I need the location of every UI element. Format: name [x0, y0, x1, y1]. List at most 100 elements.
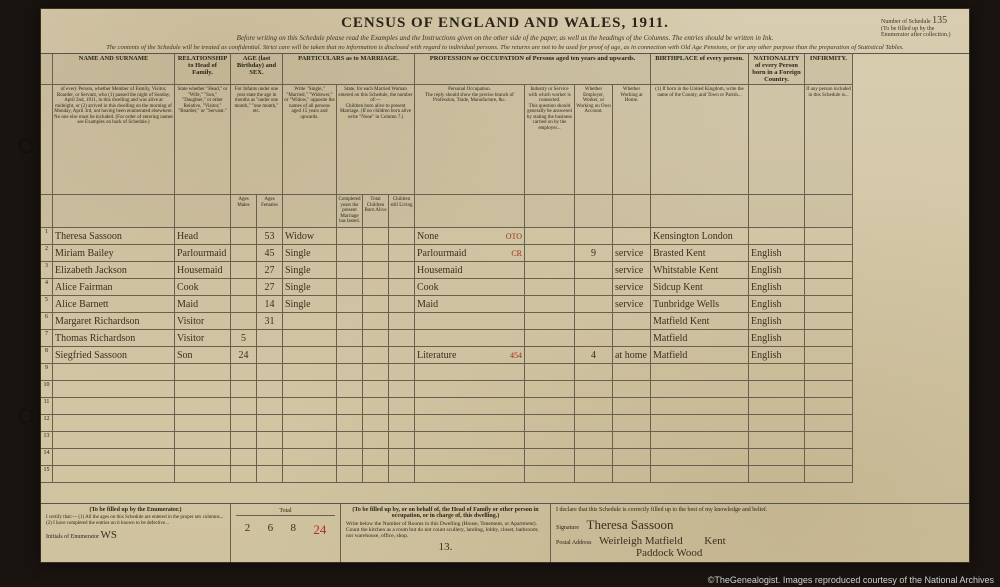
- row-number: 12: [41, 415, 53, 432]
- punch-hole: [19, 409, 33, 423]
- totals-box: Total 2 6 8 24: [231, 504, 341, 562]
- cell-relationship: Housemaid: [175, 262, 231, 279]
- cell-years-married: [337, 296, 363, 313]
- sub-cl: Children still Living: [389, 195, 415, 228]
- census-page: Number of Schedule 135 (To be filled up …: [40, 8, 970, 563]
- empty-cell: [805, 449, 853, 466]
- cell-birthplace: Tunbridge Wells: [651, 296, 749, 313]
- cell-birthplace: Whitstable Kent: [651, 262, 749, 279]
- empty-cell: [613, 466, 651, 483]
- declaration: I declare that this Schedule is correctl…: [556, 507, 964, 513]
- instruction-2: The contents of the Schedule will be tre…: [51, 44, 959, 51]
- cell-age-female: 31: [257, 313, 283, 330]
- cell-years-married: [337, 330, 363, 347]
- empty-cell: [337, 364, 363, 381]
- rooms-label: Write below the Number of Rooms in this …: [346, 521, 545, 539]
- total-persons: 8: [290, 522, 296, 538]
- census-title: CENSUS OF ENGLAND AND WALES, 1911.: [51, 15, 959, 32]
- cell-children-total: [363, 262, 389, 279]
- cell-occupation: Parlourmaid CR: [415, 245, 525, 262]
- cell-name: Thomas Richardson: [53, 330, 175, 347]
- sub-inf: [805, 195, 853, 228]
- cell-children-total: [363, 330, 389, 347]
- empty-cell: [231, 364, 257, 381]
- cell-relationship: Cook: [175, 279, 231, 296]
- cell-name: Alice Fairman: [53, 279, 175, 296]
- cell-nationality: English: [749, 262, 805, 279]
- enum-note: (To be filled up by the Enumerator.): [46, 507, 225, 513]
- empty-cell: [53, 364, 175, 381]
- empty-cell: [613, 449, 651, 466]
- cell-worker-status: 4: [575, 347, 613, 364]
- cell-children-total: [363, 313, 389, 330]
- empty-cell: [257, 381, 283, 398]
- empty-cell: [749, 415, 805, 432]
- empty-cell: [613, 381, 651, 398]
- desc-age: For Infants under one year state the age…: [231, 85, 283, 195]
- empty-cell: [389, 449, 415, 466]
- cell-age-male: [231, 228, 257, 245]
- cell-industry: [525, 330, 575, 347]
- cell-industry: [525, 313, 575, 330]
- cell-relationship: Head: [175, 228, 231, 245]
- rooms-box: (To be filled up by, or on behalf of, th…: [341, 504, 551, 562]
- empty-cell: [613, 398, 651, 415]
- empty-cell: [363, 415, 389, 432]
- cell-birthplace: Matfield Kent: [651, 313, 749, 330]
- col-relationship: RELATIONSHIP to Head of Family.: [175, 54, 231, 85]
- col-birthplace: BIRTHPLACE of every person.: [651, 54, 749, 85]
- empty-cell: [749, 466, 805, 483]
- empty-cell: [575, 381, 613, 398]
- empty-cell: [651, 466, 749, 483]
- empty-cell: [613, 415, 651, 432]
- cell-children-total: [363, 228, 389, 245]
- cell-infirmity: [805, 279, 853, 296]
- cell-name: Alice Barnett: [53, 296, 175, 313]
- empty-cell: [651, 432, 749, 449]
- cell-age-male: [231, 245, 257, 262]
- cell-name: Miriam Bailey: [53, 245, 175, 262]
- cell-age-male: [231, 296, 257, 313]
- empty-cell: [337, 381, 363, 398]
- desc-personal-occ: Personal Occupation. The reply should sh…: [415, 85, 525, 195]
- empty-cell: [53, 466, 175, 483]
- census-data-rows: 1Theresa SassoonHead53WidowNone OTOKensi…: [41, 228, 969, 483]
- empty-cell: [389, 415, 415, 432]
- cell-infirmity: [805, 228, 853, 245]
- cell-marital: Single: [283, 262, 337, 279]
- census-grid: NAME AND SURNAME RELATIONSHIP to Head of…: [41, 54, 969, 228]
- cell-marital: [283, 347, 337, 364]
- empty-cell: [575, 415, 613, 432]
- sub-nat: [749, 195, 805, 228]
- desc-rel: State whether "Head," or "Wife," "Son," …: [175, 85, 231, 195]
- sub-ind: [525, 195, 575, 228]
- cell-years-married: [337, 245, 363, 262]
- empty-cell: [53, 432, 175, 449]
- empty-cell: [415, 432, 525, 449]
- cell-marital: [283, 313, 337, 330]
- sub-rel: [175, 195, 231, 228]
- empty-cell: [337, 466, 363, 483]
- col-name: NAME AND SURNAME: [53, 54, 175, 85]
- signature: Theresa Sassoon: [587, 517, 674, 532]
- empty-cell: [175, 466, 231, 483]
- cell-relationship: Visitor: [175, 330, 231, 347]
- empty-cell: [415, 398, 525, 415]
- signature-box: I declare that this Schedule is correctl…: [551, 504, 969, 562]
- row-number: 13: [41, 432, 53, 449]
- cell-age-male: [231, 279, 257, 296]
- row-number: 15: [41, 466, 53, 483]
- empty-cell: [651, 415, 749, 432]
- page-footer: (To be filled up by the Enumerator.) I c…: [41, 503, 969, 562]
- cell-birthplace: Brasted Kent: [651, 245, 749, 262]
- empty-cell: [257, 432, 283, 449]
- cell-marital: Widow: [283, 228, 337, 245]
- industry-h: Industry or Service with which worker is…: [526, 87, 573, 104]
- cell-relationship: Parlourmaid: [175, 245, 231, 262]
- cell-birthplace: Matfield: [651, 330, 749, 347]
- empty-cell: [525, 415, 575, 432]
- empty-cell: [53, 449, 175, 466]
- row-number: 7: [41, 330, 53, 347]
- cell-infirmity: [805, 347, 853, 364]
- empty-cell: [525, 466, 575, 483]
